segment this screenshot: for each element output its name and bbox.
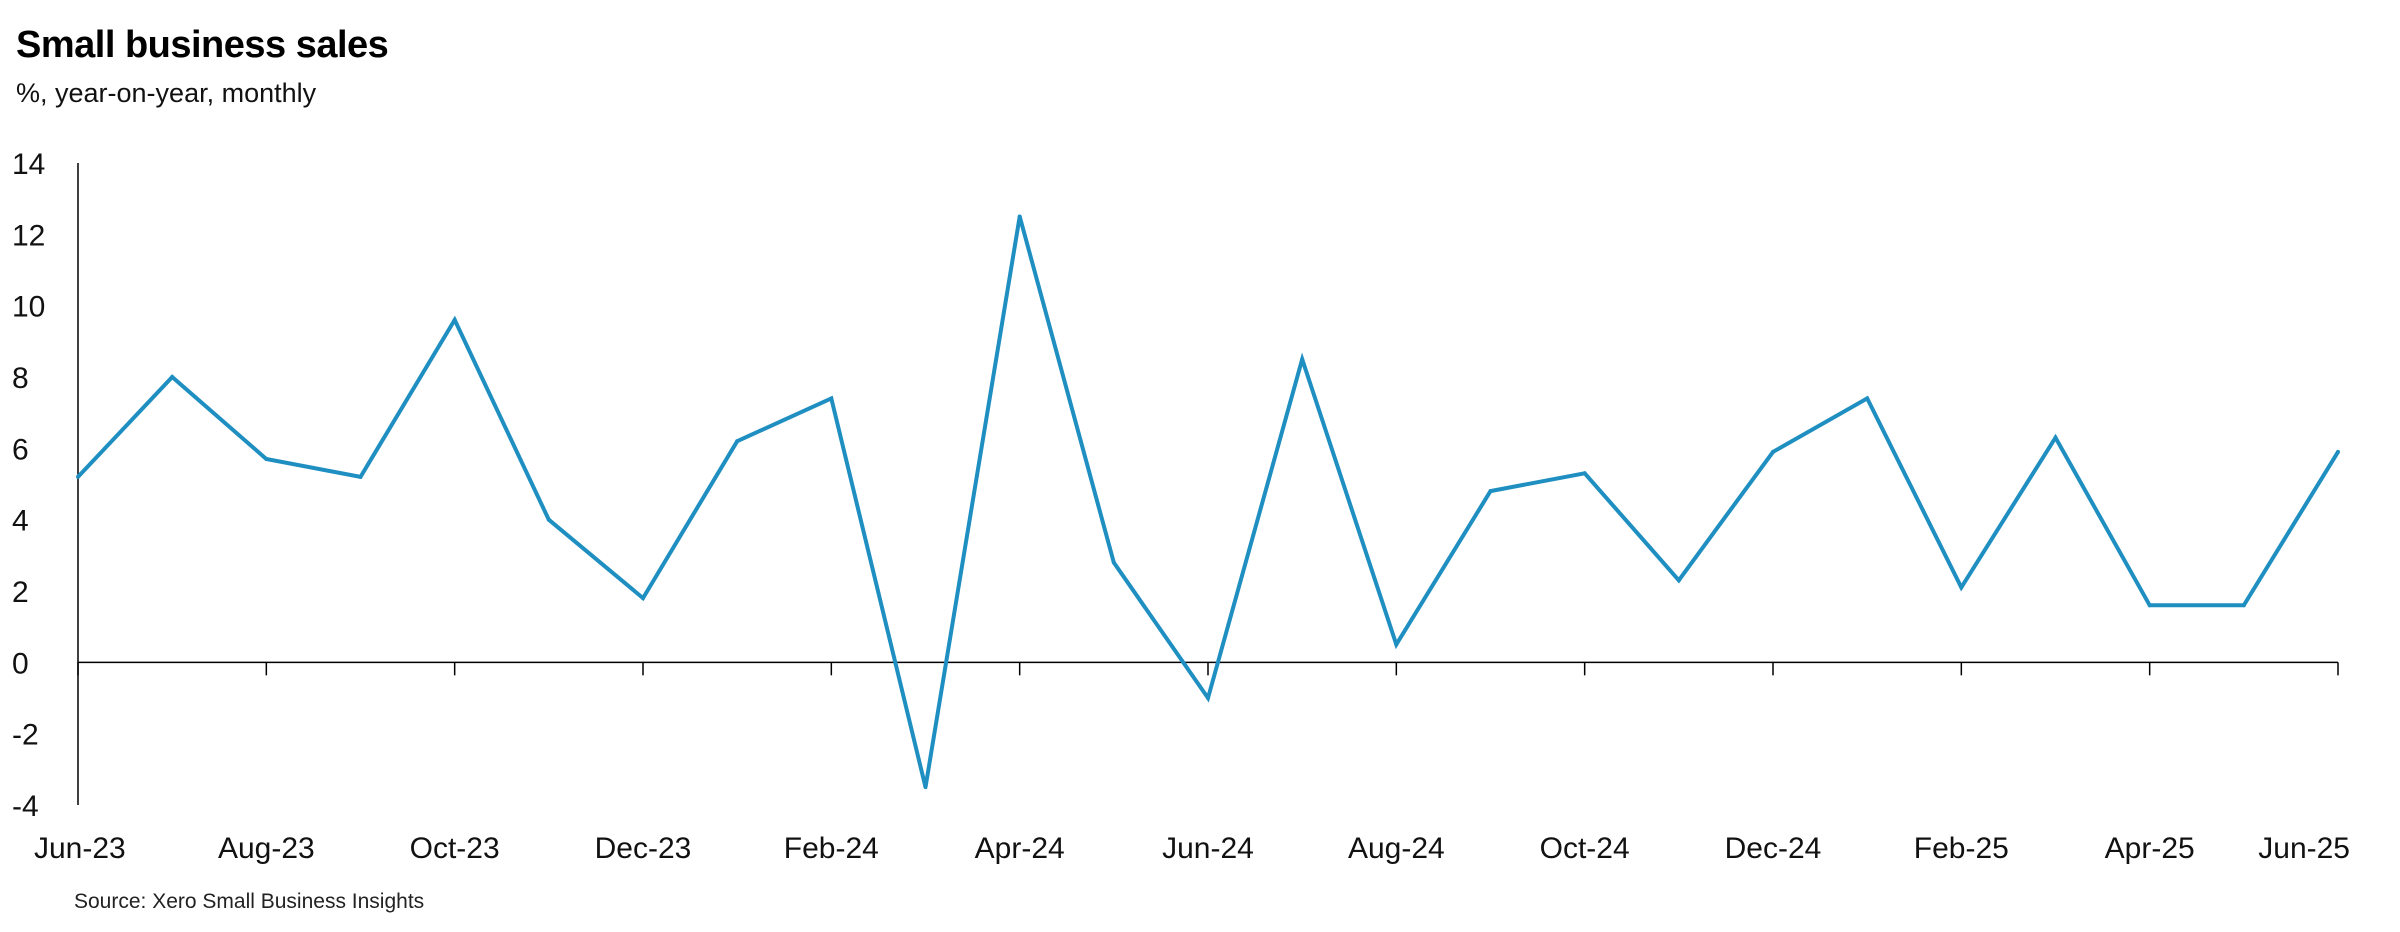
- chart-title: Small business sales: [16, 24, 389, 66]
- x-tick-label: Aug-24: [1348, 832, 1445, 865]
- data-point: [1582, 471, 1587, 476]
- y-tick-label: -2: [12, 719, 39, 752]
- y-tick-label: 0: [12, 647, 29, 680]
- data-point: [829, 396, 834, 401]
- y-tick-label: 14: [12, 148, 45, 181]
- x-tick-label: Feb-25: [1914, 832, 2009, 865]
- x-tick-label: Apr-24: [975, 832, 1065, 865]
- x-tick-label: Dec-23: [595, 832, 692, 865]
- x-tick-label: Oct-23: [410, 832, 500, 865]
- y-tick-label: 6: [12, 433, 29, 466]
- source-note: Source: Xero Small Business Insights: [74, 890, 425, 913]
- data-point: [2241, 603, 2246, 608]
- y-tick-label: 8: [12, 362, 29, 395]
- y-tick-label: 10: [12, 291, 45, 324]
- chart-subtitle: %, year-on-year, monthly: [16, 78, 317, 108]
- data-point: [1771, 449, 1775, 454]
- data-point: [923, 785, 928, 790]
- data-point: [2147, 603, 2152, 608]
- y-tick-label: 12: [12, 219, 45, 252]
- data-point: [1300, 357, 1305, 362]
- x-tick-label: Dec-24: [1725, 832, 1822, 865]
- data-point: [1394, 642, 1399, 647]
- data-point: [358, 474, 363, 479]
- x-tick-label: Oct-24: [1540, 832, 1630, 865]
- data-point: [1017, 214, 1022, 219]
- line-chart: -4 -2 0 2 4 6 8 10 12 14 Jun-23 Aug-23 Oct-23 Dec-23 F…: [12, 148, 2350, 865]
- x-tick-label: Aug-23: [218, 832, 315, 865]
- series-line: [76, 215, 2340, 788]
- data-point: [546, 517, 551, 522]
- data-point: [2053, 435, 2058, 440]
- data-point: [641, 596, 645, 601]
- x-tick-label: Apr-25: [2105, 832, 2195, 865]
- x-tick-label: Jun-23: [34, 832, 126, 865]
- data-point: [1111, 560, 1116, 565]
- y-tick-label: 2: [12, 576, 29, 609]
- data-point: [452, 317, 457, 322]
- y-tick-label: 4: [12, 505, 29, 538]
- data-point: [1959, 585, 1964, 590]
- data-point: [735, 439, 740, 444]
- x-tick-label: Jun-25: [2258, 832, 2350, 865]
- data-point: [1206, 696, 1210, 700]
- data-point: [170, 375, 175, 379]
- y-tick-label: -4: [12, 790, 39, 823]
- data-point: [76, 474, 80, 479]
- data-point: [1488, 489, 1493, 494]
- x-tick-label: Jun-24: [1162, 832, 1254, 865]
- data-point: [1865, 396, 1870, 401]
- data-point: [264, 457, 269, 462]
- data-point: [2336, 449, 2340, 454]
- data-point: [1676, 578, 1681, 583]
- x-tick-label: Feb-24: [784, 832, 879, 865]
